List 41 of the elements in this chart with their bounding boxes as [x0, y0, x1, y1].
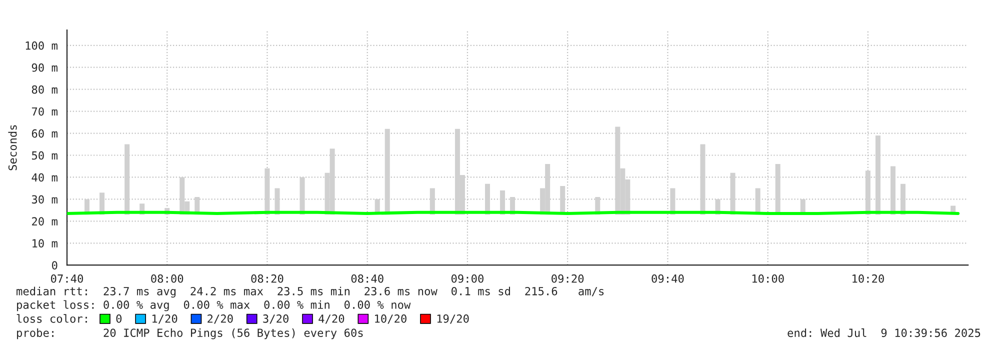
x-tick-label: 08:40	[351, 274, 384, 283]
y-axis-title: Seconds	[8, 125, 17, 170]
y-tick-label: 80 m	[32, 85, 58, 94]
x-tick-label: 08:20	[251, 274, 284, 283]
x-tick-label: 09:40	[652, 274, 684, 283]
y-tick-label: 20 m	[32, 217, 58, 226]
x-tick-label: 09:20	[552, 274, 584, 283]
legend-label: 19/20	[437, 314, 469, 324]
legend-label: 0	[116, 314, 122, 323]
bar	[730, 172, 736, 215]
x-tick-label: 09:00	[451, 274, 484, 283]
y-tick-label: 100 m	[26, 41, 58, 50]
y-tick-label: 10 m	[32, 239, 58, 248]
legend-label: 3/20	[263, 314, 288, 324]
bar	[124, 144, 130, 215]
text: end: Wed Jul 9 10:39:56 2025	[788, 328, 980, 338]
y-tick-label: 50 m	[32, 151, 58, 160]
text: packet loss: 0.00 % avg 0.00 % max 0.00 % min 0.00 % now	[17, 300, 411, 312]
legend-label: 4/20	[318, 314, 344, 324]
text: probe: 20 ICMP Echo Pings (56 Bytes) every 60s	[17, 328, 363, 340]
x-tick-label: 08:00	[151, 274, 184, 283]
bar	[700, 144, 706, 215]
x-tick-label: 10:20	[852, 274, 884, 283]
y-tick-label: 40 m	[32, 173, 58, 182]
legend-label: 10/20	[375, 314, 406, 324]
y-tick-label: 30 m	[32, 195, 58, 204]
legend-label: 2/20	[208, 314, 233, 324]
y-tick-label: 90 m	[32, 63, 58, 72]
bar	[300, 177, 305, 215]
legend-title: loss color:	[16, 314, 87, 323]
bar	[264, 168, 270, 215]
y-tick-label: 0	[52, 261, 58, 270]
text: median rtt: 23.7 ms avg 24.2 ms max 23.5 ms min 23.6 ms now 0.1 ms sd 215.6 am/s	[16, 286, 604, 298]
x-tick-label: 07:40	[51, 274, 83, 283]
bar	[865, 170, 870, 215]
x-tick-label: 10:00	[752, 274, 784, 283]
y-tick-label: 60 m	[32, 129, 58, 138]
bar	[875, 135, 880, 215]
y-tick-label: 70 m	[32, 107, 58, 116]
bar	[890, 166, 896, 215]
legend-label: 1/20	[152, 314, 178, 324]
